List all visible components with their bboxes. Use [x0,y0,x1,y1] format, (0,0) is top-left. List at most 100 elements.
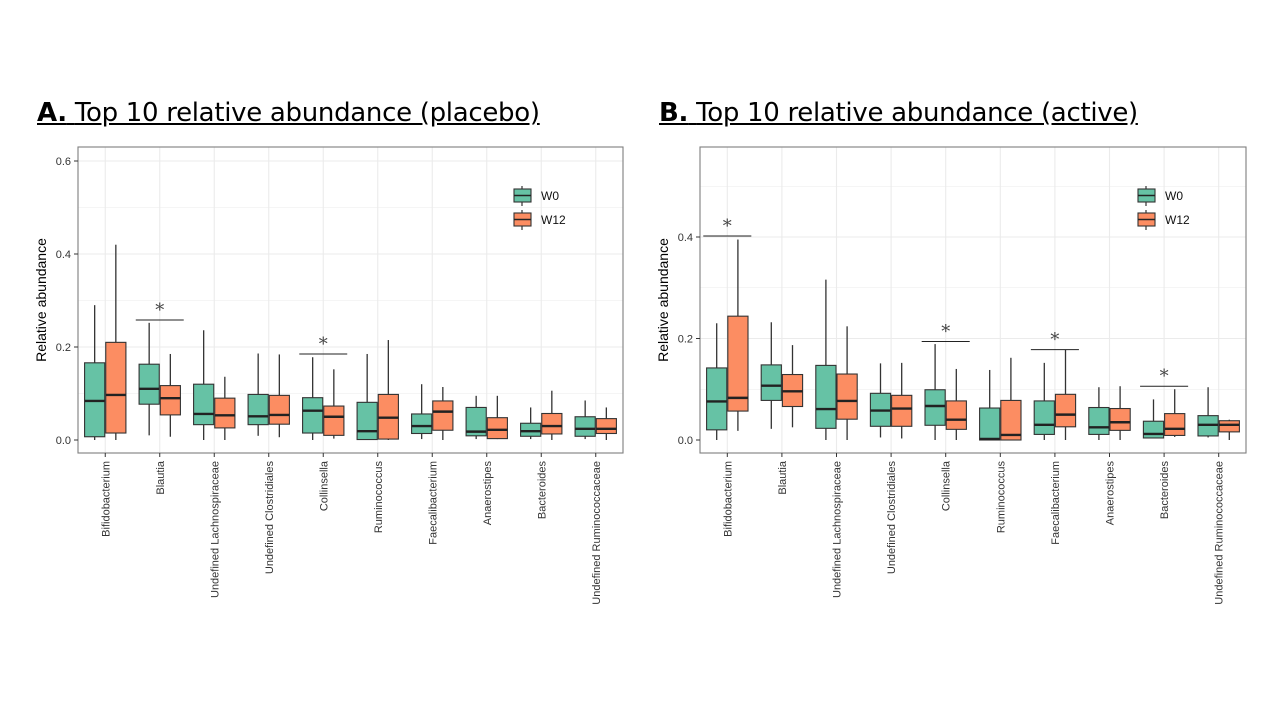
y-tick-label: 0.2 [56,342,71,354]
box-iqr [1054,393,1077,428]
box-w0 [302,357,324,440]
box-w0 [247,353,269,436]
boxplot-panel-a: * * 0.0 0.2 0.4 0.6 Bifidobacterium Blautia Unde… [33,146,624,605]
y-tick-label: 0.0 [678,435,693,447]
box-iqr [214,397,236,429]
box-w12 [891,362,913,439]
box-iqr [727,315,749,412]
box-w0 [411,384,433,440]
x-tick-label: Undefined Ruminococcaceae [1214,461,1226,605]
box-w0 [760,322,782,429]
legend-key-w0 [513,186,532,206]
box-iqr [1164,413,1186,436]
boxplot-panel-b: * * * * 0.0 0.2 0.4 Bifidobacterium Blautia Undef… [655,146,1247,605]
box-w12 [486,395,508,440]
box-iqr [1088,406,1110,435]
box-w0 [869,363,892,438]
x-tick-label: Bifidobacterium [100,461,112,537]
box-iqr [836,373,858,420]
box-w0 [356,353,378,441]
box-w0 [138,322,160,436]
y-tick-label: 0.6 [56,156,71,168]
box-w0 [815,279,837,440]
x-tick-label: Bacteroides [1159,461,1171,520]
box-w12 [727,239,749,431]
box-iqr [193,383,215,426]
box-iqr [159,385,181,416]
x-tick-label: Undefined Clostridiales [886,461,898,575]
x-tick-label: Undefined Clostridiales [264,461,276,575]
plot-border [699,146,1247,454]
box-iqr [541,412,563,435]
y-tick-label: 0.4 [678,232,693,244]
box-iqr [105,341,127,434]
x-tick-label: Collinsella [318,460,330,511]
box-w0 [520,407,542,440]
panel-a-title: A. Top 10 relative abundance (placebo) [37,98,540,128]
box-iqr [302,397,324,434]
box-iqr [815,364,837,429]
box-w12 [595,407,617,440]
box-iqr [323,405,345,436]
panel-b-letter: B. [659,98,689,128]
box-iqr [486,417,508,440]
box-iqr [924,389,946,426]
significance-star: * [319,334,328,355]
legend-label: W0 [541,189,559,203]
legend-key-w12 [513,210,532,230]
x-tick-label: Blautia [155,460,167,495]
legend-key-w0 [1137,186,1156,206]
box-iqr [268,394,290,425]
legend-key-w12 [1137,210,1156,230]
significance-star: * [155,300,164,321]
box-w0 [84,305,106,440]
y-tick-label: 0.0 [56,435,71,447]
x-tick-label: Undefined Lachnospiraceae [209,461,221,598]
x-tick-label: Undefined Lachnospiraceae [832,461,844,598]
box-w12 [1164,389,1186,437]
panel-a-title-text: Top 10 relative abundance (placebo) [74,98,540,128]
box-iqr [706,367,728,431]
box-w0 [1088,387,1110,440]
box-iqr [138,363,160,405]
box-w0 [1197,387,1219,438]
box-w0 [1033,362,1055,440]
box-iqr [356,401,378,441]
box-w12 [1109,386,1131,440]
box-w12 [268,354,290,438]
box-iqr [247,393,269,426]
panel-b-title: B. Top 10 relative abundance (active) [659,98,1138,128]
x-tick-label: Bacteroides [536,461,548,520]
legend: W0 W12 [513,186,566,230]
box-iqr [760,364,782,401]
box-iqr [1109,407,1131,431]
box-iqr [1000,399,1022,441]
plot-border [77,146,624,454]
significance-star: * [723,216,732,237]
box-iqr [891,394,913,427]
box-w12 [781,345,804,428]
x-tick-label: Ruminococcus [995,461,1007,534]
x-tick-label: Anaerostipes [1105,461,1117,526]
x-tick-label: Ruminococcus [373,461,385,534]
panel-a-letter: A. [37,98,67,128]
box-w0 [924,344,946,440]
y-axis-title: Relative abundance [655,238,671,362]
significance-star: * [1160,366,1169,387]
box-iqr [432,400,454,431]
x-tick-label: Undefined Ruminococcaceae [591,461,603,605]
panel-b-title-text: Top 10 relative abundance (active) [696,98,1138,128]
box-w12 [214,376,236,440]
box-w12 [541,390,563,440]
box-iqr [574,416,596,437]
y-tick-label: 0.2 [678,334,693,346]
box-iqr [1218,420,1240,433]
box-iqr [465,406,487,437]
box-w0 [465,395,487,440]
box-w12 [159,353,181,437]
legend-label: W0 [1165,189,1183,203]
box-iqr [595,418,617,435]
x-tick-label: Collinsella [941,460,953,511]
significance-star: * [1050,330,1059,351]
box-w0 [979,369,1001,441]
